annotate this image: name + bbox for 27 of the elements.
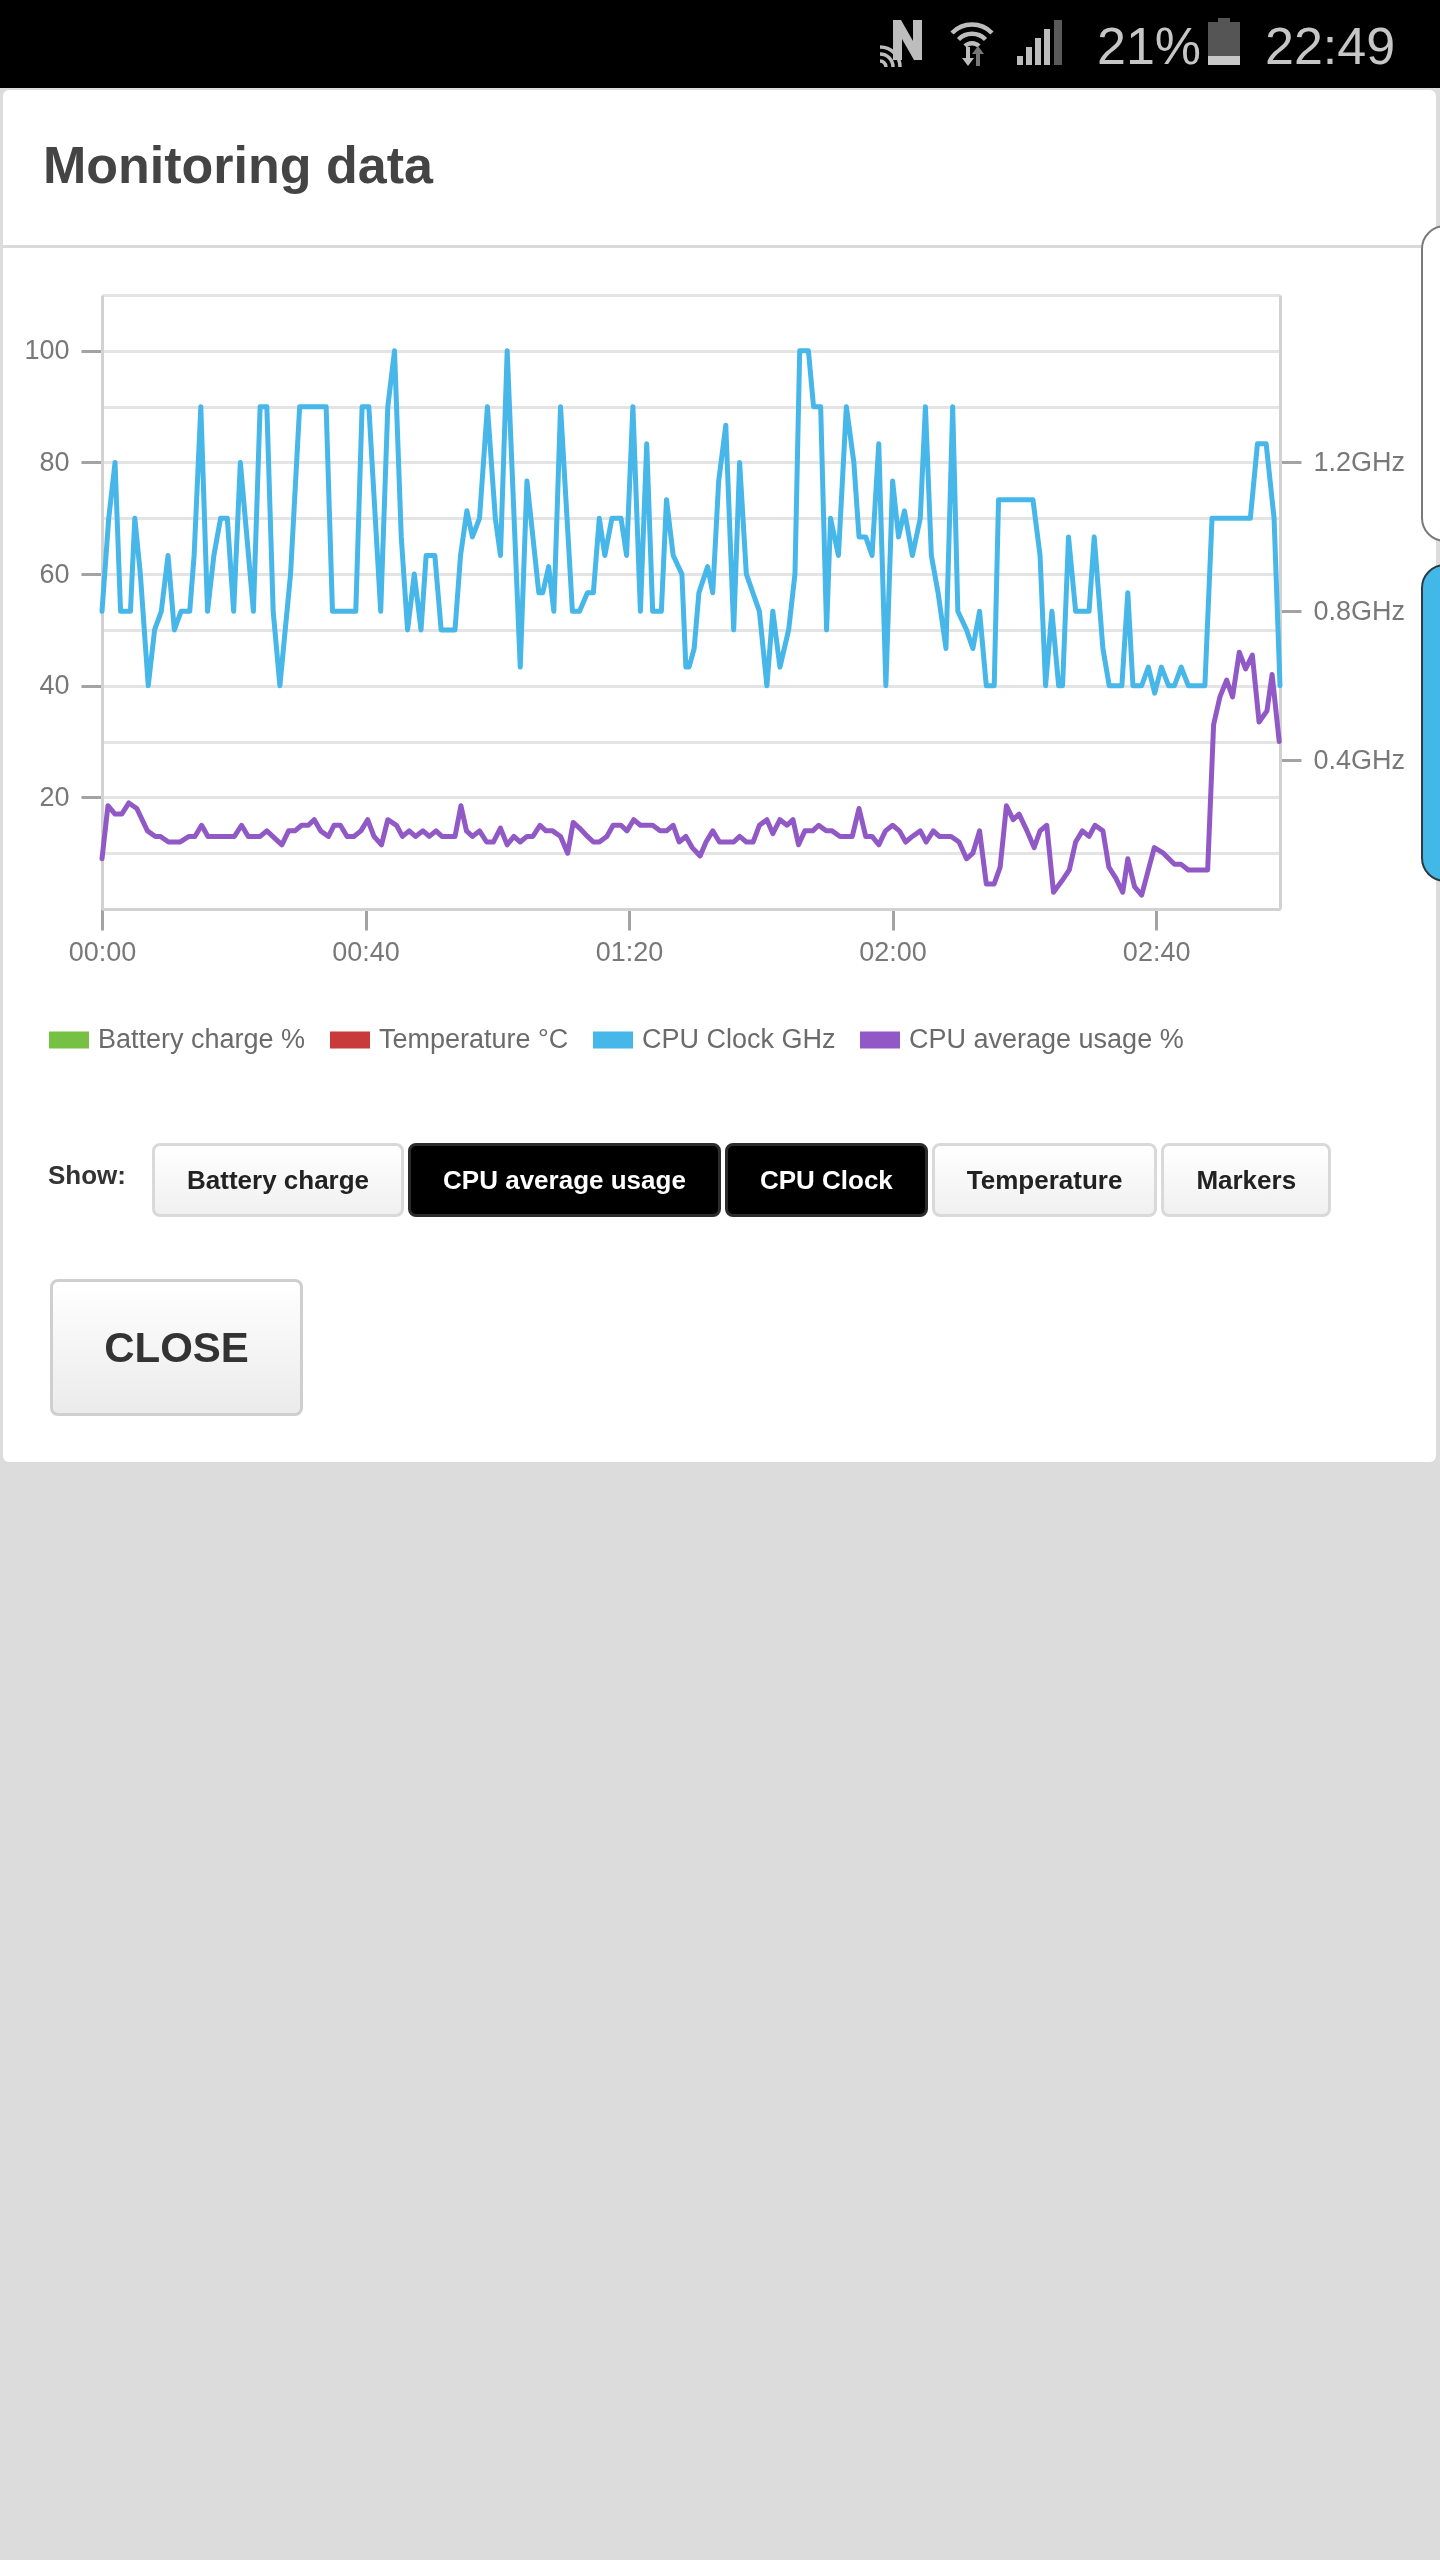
x-tick-label: 02:40 [1122,936,1191,967]
y-tick-label: 80 [39,446,70,477]
legend-label: CPU Clock GHz [642,1024,836,1054]
y-tick-label: 20 [39,781,70,812]
toggle-button[interactable]: CPU average usage [408,1143,721,1217]
toggle-button[interactable]: Battery charge [152,1143,405,1217]
x-tick-label: 01:20 [595,936,664,967]
close-button[interactable]: CLOSE [50,1279,303,1416]
y-tick-label: 100 [24,335,70,366]
legend-label: Temperature °C [379,1024,569,1054]
text: 22:49 [1265,17,1396,77]
y-tick-label: 60 [39,558,70,589]
legend-label: Battery charge % [98,1024,306,1054]
toggle-button[interactable]: Temperature [931,1143,1158,1217]
y2-tick-label: 1.2GHz [1313,446,1406,477]
legend-label: CPU average usage % [909,1024,1184,1054]
text: 21% [1097,17,1202,77]
y-tick-label: 40 [39,670,70,701]
x-tick-label: 02:00 [859,936,927,967]
y2-tick-label: 0.4GHz [1313,744,1406,775]
y2-tick-label: 0.8GHz [1313,595,1406,626]
toggle-button[interactable]: Markers [1161,1143,1332,1217]
x-tick-label: 00:00 [68,936,137,967]
text: Show: [48,1160,126,1190]
chart-title: Monitoring data [43,136,433,196]
x-tick-label: 00:40 [332,936,400,967]
toggle-button[interactable]: CPU Clock [724,1143,928,1217]
